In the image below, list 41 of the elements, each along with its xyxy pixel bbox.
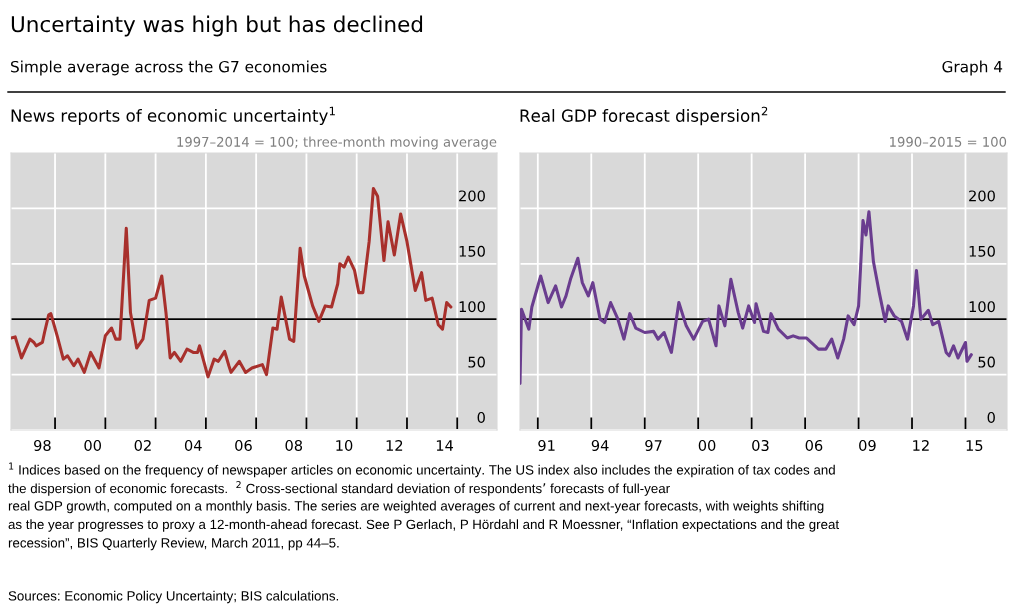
x-tick-label: 03 (752, 439, 769, 452)
chart-title: News reports of economic uncertainty$^{1}$ (11, 106, 335, 126)
text: recession”, BIS Quarterly Review, March 2011, pp 44–5. (8, 537, 339, 551)
chart-title: Real GDP forecast dispersion$^{2}$ (520, 106, 768, 126)
y-tick-label: 50 (978, 356, 995, 368)
x-tick-label: 09 (859, 439, 876, 452)
x-tick-label: 98 (34, 439, 51, 452)
x-tick-label: 94 (591, 439, 609, 452)
y-tick-label: 200 (459, 190, 485, 202)
chart-subtitle: 1997–2014 = 100; three-month moving average (177, 136, 497, 150)
x-tick-label: 91 (538, 439, 555, 452)
text: real GDP growth, computed on a monthly basis. The series are weighted averages of current and next-year forecasts, with weights shifting (8, 500, 824, 514)
y-tick-label: 100 (459, 301, 485, 313)
x-tick-label: 06 (235, 439, 252, 452)
x-tick-label: 12 (386, 439, 403, 451)
y-tick-label: 150 (969, 245, 995, 257)
x-tick-label: 06 (805, 439, 823, 452)
text: $^{1}$ Indices based on the frequency of newspaper articles on economic uncertainty. The US index also includes the expiration of tax codes and (9, 462, 835, 478)
x-tick-label: 04 (184, 439, 202, 452)
x-tick-label: 14 (436, 440, 454, 451)
x-tick-label: 15 (966, 440, 983, 452)
y-tick-label: 200 (969, 190, 995, 202)
text: Uncertainty was high but has declined (11, 15, 423, 37)
source-note: Sources: Economic Policy Uncertainty; BIS calculations. (8, 590, 339, 604)
y-tick-label: 0 (477, 411, 485, 424)
x-tick-label: 97 (645, 439, 662, 452)
caption: Graph 4 (942, 60, 1003, 76)
text: the dispersion of economic forecasts. $^{2}$ Cross-sectional standard deviation of respondents’ forecasts of full-year (8, 481, 670, 496)
y-tick-label: 100 (969, 301, 995, 313)
x-tick-label: 10 (336, 439, 353, 452)
x-tick-label: 12 (913, 439, 929, 451)
y-tick-label: 50 (468, 356, 485, 368)
x-tick-label: 00 (84, 439, 101, 452)
y-tick-label: 0 (987, 411, 995, 424)
x-tick-label: 00 (698, 439, 716, 452)
x-tick-label: 02 (134, 439, 151, 452)
x-tick-label: 08 (285, 439, 303, 452)
y-tick-label: 150 (459, 245, 485, 257)
text: Simple average across the G7 economies (11, 60, 327, 76)
chart-subtitle: 1990–2015 = 100 (890, 136, 1007, 147)
text: as the year progresses to proxy a 12-month-ahead forecast. See P Gerlach, P Hördahl and R Moessner, “Inflation expectations and the great (8, 519, 840, 532)
